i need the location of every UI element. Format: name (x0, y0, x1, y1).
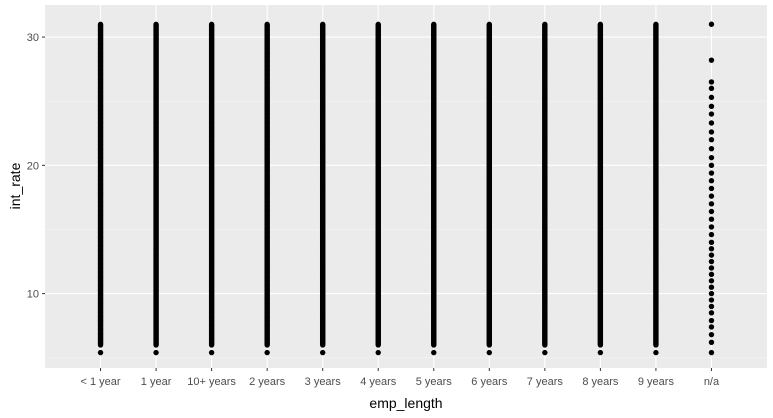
data-point (708, 216, 715, 222)
data-point (208, 349, 215, 356)
x-tick-label: 2 years (249, 376, 286, 388)
data-point (208, 21, 215, 28)
y-tick-label: 20 (27, 160, 39, 172)
data-point (708, 317, 715, 324)
x-axis-title: emp_length (369, 395, 442, 411)
data-point (97, 21, 104, 28)
x-tick-label: 3 years (305, 376, 342, 388)
data-point (375, 349, 381, 356)
data-point (597, 349, 604, 356)
data-point (708, 265, 715, 271)
data-point (542, 21, 548, 28)
data-point (375, 21, 381, 28)
x-tick-label: 9 years (638, 376, 675, 388)
x-tick-label: n/a (704, 376, 720, 388)
data-point (708, 303, 715, 310)
data-point (708, 284, 715, 290)
x-axis: < 1 year 1 year 10+ years 2 years 3 years 4 y… (81, 368, 720, 388)
data-point (597, 21, 604, 28)
data-point (708, 278, 715, 284)
data-point (542, 349, 548, 356)
data-point (708, 21, 715, 27)
data-point (153, 349, 159, 356)
data-point (708, 103, 715, 110)
data-point (708, 94, 715, 101)
data-point (708, 324, 715, 330)
data-point (653, 349, 659, 356)
x-tick-label: 1 year (141, 376, 172, 388)
data-point (708, 271, 715, 278)
data-point (431, 349, 437, 356)
minor-gridlines (45, 100, 767, 359)
data-point (708, 129, 715, 135)
data-point (708, 193, 715, 199)
data-point (319, 21, 326, 28)
x-tick-label: 8 years (582, 376, 619, 388)
data-point (708, 185, 715, 192)
data-point (708, 154, 715, 161)
data-point (708, 85, 715, 92)
data-point (708, 252, 715, 258)
data-point (708, 231, 715, 238)
y-tick-label: 10 (27, 289, 39, 301)
data-point (708, 258, 715, 265)
data-point (486, 21, 493, 28)
y-axis: 10 20 30 (27, 32, 45, 301)
data-point (708, 145, 715, 152)
x-tick-label: 5 years (416, 376, 453, 388)
data-point (708, 339, 715, 346)
data-point (708, 246, 715, 252)
data-point (708, 239, 715, 245)
data-point (708, 297, 715, 303)
data-point (708, 79, 715, 85)
data-point (708, 290, 715, 297)
data-point (708, 57, 715, 63)
y-tick-label: 30 (27, 32, 39, 44)
data-point (153, 21, 159, 28)
data-point (708, 349, 715, 356)
data-point (708, 120, 715, 126)
data-point (708, 178, 715, 184)
data-point (708, 136, 715, 143)
data-point (97, 349, 104, 356)
data-point (708, 310, 715, 316)
data-point (708, 201, 715, 207)
x-tick-label: 6 years (471, 376, 508, 388)
data-point (708, 208, 715, 215)
data-point (653, 21, 659, 28)
data-point (431, 21, 437, 28)
data-point (319, 349, 326, 356)
panel-background (45, 5, 767, 368)
data-point (708, 162, 715, 169)
data-point (708, 224, 715, 230)
data-point (708, 331, 715, 338)
data-point (264, 349, 270, 356)
data-point (486, 349, 493, 356)
data-points (97, 21, 715, 356)
y-axis-title: int_rate (7, 162, 23, 209)
x-tick-label: < 1 year (81, 376, 121, 388)
x-tick-label: 10+ years (187, 376, 236, 388)
x-tick-label: 4 years (360, 376, 397, 388)
data-point (708, 111, 715, 117)
data-point (708, 170, 715, 176)
x-tick-label: 7 years (527, 376, 564, 388)
data-point (264, 21, 270, 28)
